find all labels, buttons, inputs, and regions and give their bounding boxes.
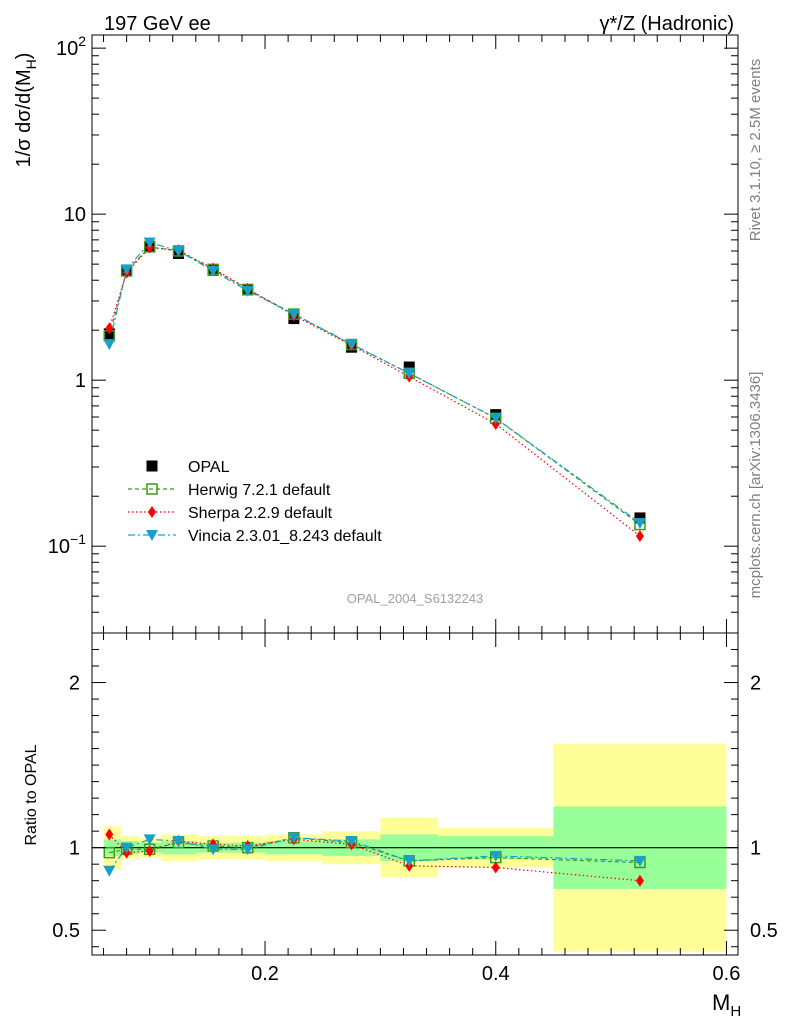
rivet-label: Rivet 3.1.10, ≥ 2.5M events (747, 59, 764, 242)
herwig-legend-label: Herwig 7.2.1 default (188, 482, 331, 499)
ratio-y-tick-label-right: 2 (750, 673, 761, 695)
energy-label: 197 GeV ee (104, 13, 211, 35)
main-y-tick-label: 10 (64, 204, 86, 226)
ratio-y-tick-label-right: 0.5 (750, 920, 778, 942)
main-panel: 10−1 1 10 102 1/σ dσ/d(MH) OPAL_2004_S61322… (13, 33, 738, 633)
ratio-y-tick-label-right: 1 (750, 838, 761, 860)
opal-legend-marker (147, 461, 158, 472)
sherpa-point (636, 530, 644, 542)
vincia-line (109, 242, 640, 522)
x-tick-label: 0.6 (713, 963, 741, 985)
ratio-panel: 0.5 0.5 1 1 2 2 0.2 0.4 0.6 Ratio to OPAL MH (23, 633, 778, 1020)
vincia-legend-label: Vincia 2.3.01_8.243 default (188, 528, 382, 545)
mcplots-label: mcplots.cern.ch [arXiv:1306.3436] (747, 372, 764, 599)
sherpa-legend-label: Sherpa 2.2.9 default (188, 505, 333, 522)
main-y-ticks: 10−1 1 10 102 (48, 33, 738, 633)
ratio-y-tick-label: 2 (69, 673, 80, 695)
vincia-point (103, 339, 115, 350)
ratio-y-axis-label: Ratio to OPAL (23, 744, 40, 845)
figure: 197 GeV ee γ*/Z (Hadronic) Rivet 3.1.10,… (0, 0, 786, 1024)
y-axis-label-close: ) (13, 53, 35, 60)
y-axis-label-sub: H (23, 59, 39, 69)
x-tick-label: 0.2 (251, 963, 279, 985)
x-tick-label: 0.4 (482, 963, 510, 985)
sherpa-legend-marker (148, 506, 156, 518)
main-plot-area (103, 237, 646, 542)
main-y-tick-label: 10−1 (48, 531, 86, 558)
y-axis-label-main: 1/σ dσ/d(M (13, 69, 35, 167)
process-label: γ*/Z (Hadronic) (600, 13, 734, 35)
analysis-id: OPAL_2004_S6132243 (347, 591, 483, 606)
main-y-tick-label: 1 (75, 370, 86, 392)
ratio-y-tick-label: 1 (69, 838, 80, 860)
x-axis-label-sub: H (730, 1003, 741, 1020)
main-y-axis-label: 1/σ dσ/d(MH) (13, 53, 39, 168)
opal-legend-label: OPAL (188, 459, 230, 476)
legend: OPAL Herwig 7.2.1 default Sherpa 2.2.9 def… (128, 459, 382, 545)
ratio-y-tick-label: 0.5 (52, 920, 80, 942)
vincia-ratio-point (103, 866, 115, 877)
ratio-plot-area (92, 744, 738, 952)
main-y-tick-label: 102 (56, 33, 86, 60)
x-axis-label-main: M (712, 990, 730, 1015)
vincia-point (634, 518, 646, 529)
x-axis-label: MH (712, 990, 741, 1020)
